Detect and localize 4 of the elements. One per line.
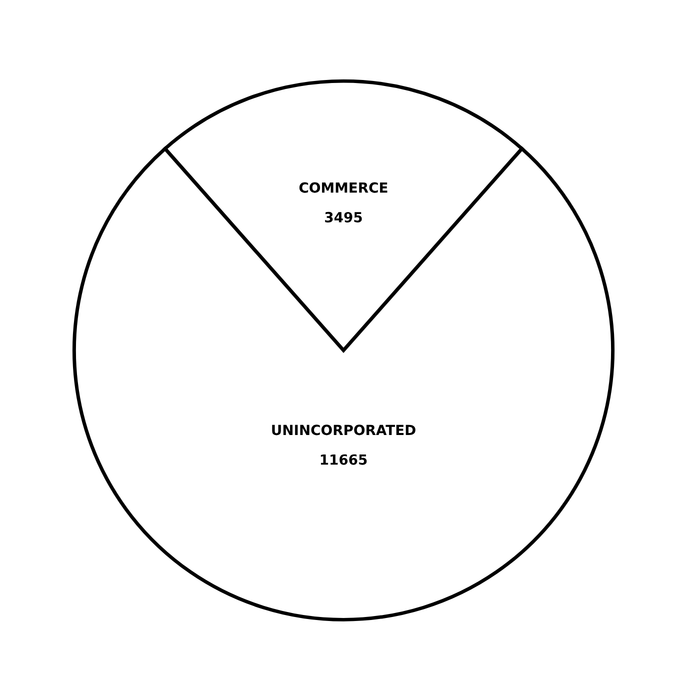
data-label: 3495 — [325, 212, 362, 222]
slice-label: COMMERCE — [299, 182, 388, 193]
slice-label: UNINCORPORATED — [272, 424, 416, 436]
data-label: 11665 — [320, 454, 367, 465]
